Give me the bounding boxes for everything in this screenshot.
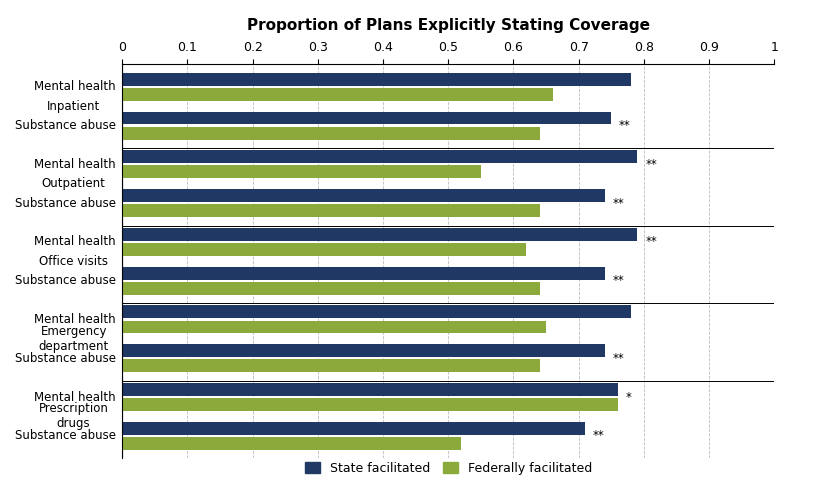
Text: Mental health: Mental health [34,158,116,171]
Text: Substance abuse: Substance abuse [15,274,116,287]
Text: Mental health: Mental health [34,235,116,248]
Bar [122,72,631,86]
Bar [122,398,618,411]
Bar [122,204,540,217]
Text: **: ** [645,158,657,171]
Text: Substance abuse: Substance abuse [15,429,116,442]
Bar [122,228,637,241]
Text: Mental health: Mental health [34,390,116,404]
Text: **: ** [613,274,624,287]
Text: **: ** [613,197,624,210]
Bar [122,127,540,140]
Text: **: ** [613,352,624,365]
Bar [122,88,553,101]
Text: Mental health: Mental health [34,80,116,93]
Bar [122,243,526,256]
Bar [122,437,461,450]
Bar [122,111,611,124]
Bar [122,189,605,202]
Text: Substance abuse: Substance abuse [15,119,116,132]
Legend: State facilitated, Federally facilitated: State facilitated, Federally facilitated [300,457,597,480]
Text: **: ** [645,235,657,248]
Bar [122,150,637,163]
Text: Substance abuse: Substance abuse [15,197,116,210]
Text: **: ** [619,119,631,132]
Bar [122,306,631,318]
Text: **: ** [593,429,605,442]
Bar [122,282,540,295]
Bar [122,165,481,178]
Bar [122,267,605,280]
X-axis label: Proportion of Plans Explicitly Stating Coverage: Proportion of Plans Explicitly Stating C… [247,18,650,33]
Text: Substance abuse: Substance abuse [15,352,116,365]
Text: Mental health: Mental health [34,313,116,326]
Bar [122,383,618,396]
Text: *: * [626,390,632,404]
Bar [122,344,605,357]
Bar [122,359,540,372]
Bar [122,320,546,333]
Bar [122,422,585,435]
